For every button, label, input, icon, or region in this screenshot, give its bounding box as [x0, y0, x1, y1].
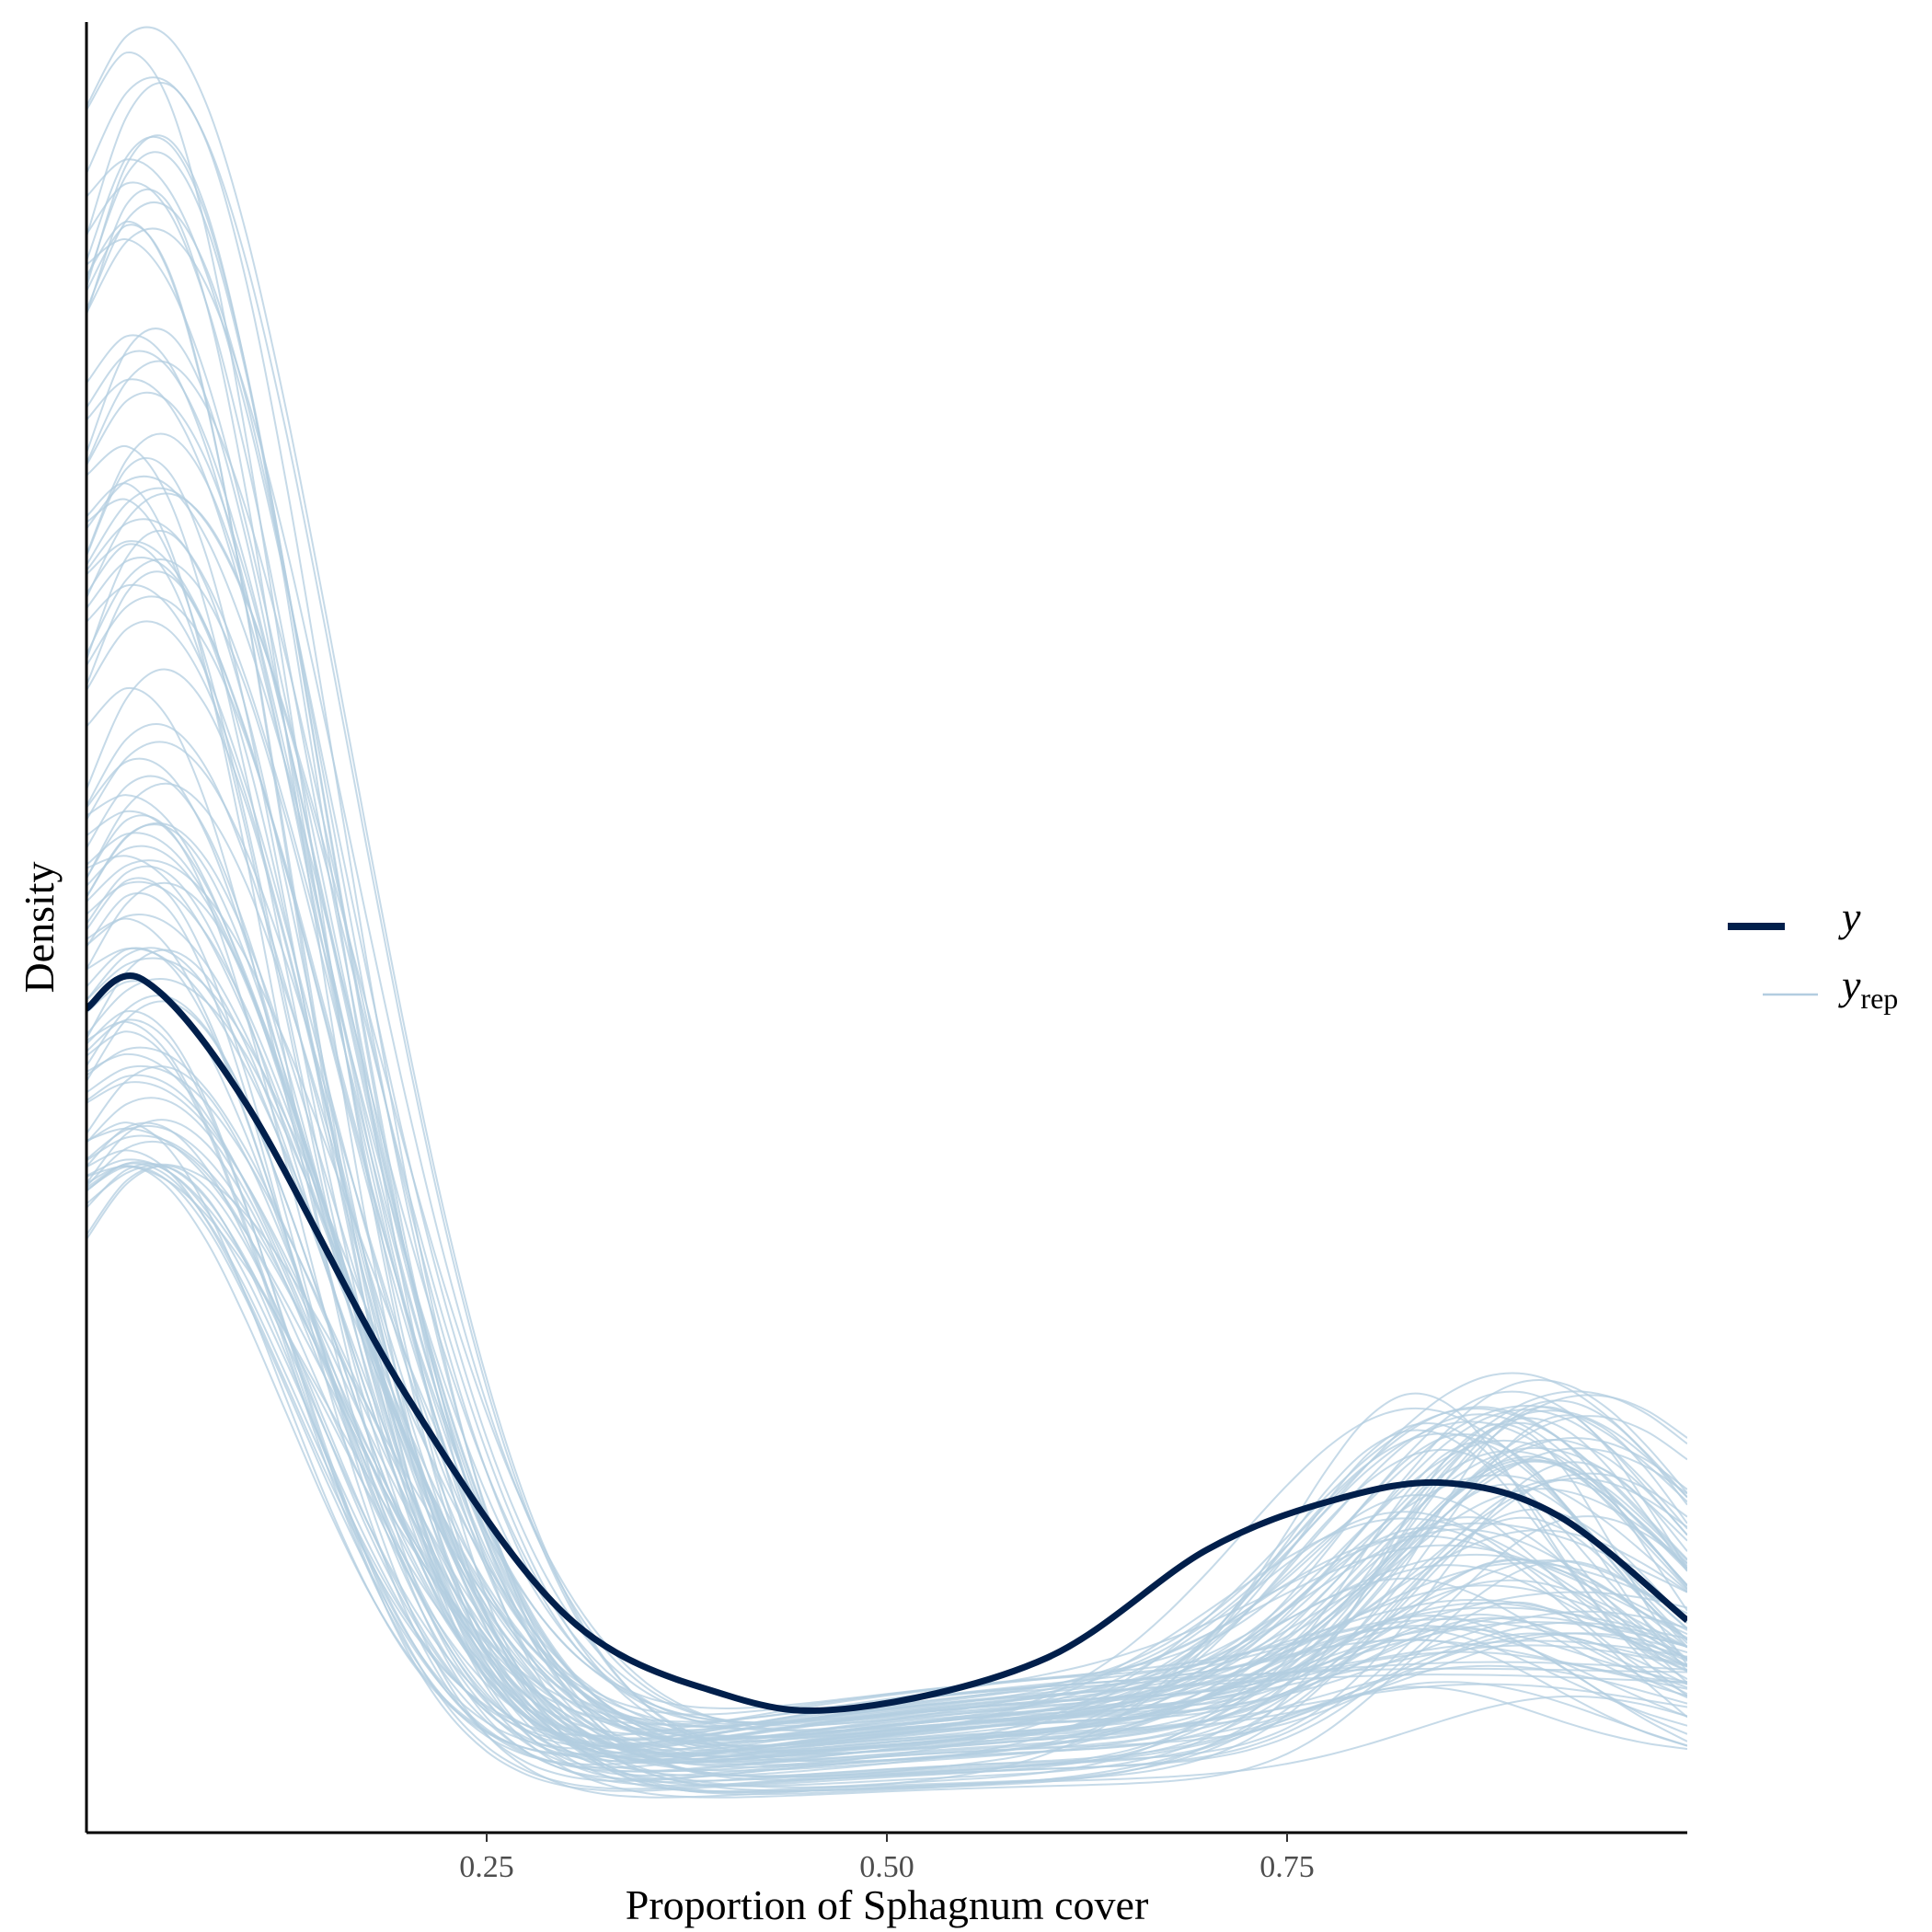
yrep-density-line [86, 391, 1687, 1748]
yrep-density-line [86, 134, 1687, 1794]
legend: y yrep [1728, 893, 1898, 1015]
yrep-density-line [86, 1165, 1687, 1763]
y-axis-title: Density [16, 861, 63, 993]
yrep-density-line [86, 224, 1687, 1773]
yrep-density-line [86, 328, 1687, 1787]
yrep-density-line [86, 1065, 1687, 1742]
yrep-density-line [86, 334, 1687, 1728]
yrep-density-line [86, 859, 1687, 1724]
yrep-density-line [86, 845, 1687, 1753]
yrep-density-line [86, 135, 1687, 1788]
yrep-density-line [86, 949, 1687, 1792]
yrep-density-line [86, 1020, 1687, 1750]
yrep-density-line [86, 957, 1687, 1739]
yrep-density-line [86, 82, 1687, 1777]
yrep-density-line [86, 620, 1687, 1764]
yrep-density-line [86, 595, 1687, 1754]
yrep-density-line [86, 1149, 1687, 1737]
yrep-density-line [86, 378, 1687, 1761]
yrep-density-line [86, 1162, 1687, 1745]
x-axis-ticks: 0.25 0.50 0.75 [459, 1833, 1315, 1884]
y-density-line-layer [86, 972, 1687, 1714]
yrep-density-line [86, 668, 1687, 1755]
yrep-density-line [86, 1165, 1687, 1728]
legend-label-yrep: yrep [1838, 961, 1898, 1015]
yrep-density-line [86, 1162, 1687, 1748]
yrep-density-line [86, 360, 1687, 1726]
legend-label-yrep-subscript: rep [1860, 982, 1898, 1015]
yrep-density-line [86, 570, 1687, 1762]
yrep-density-line [86, 158, 1687, 1725]
yrep-density-line [86, 350, 1687, 1742]
yrep-density-line [86, 814, 1687, 1780]
yrep-density-line [86, 76, 1687, 1754]
x-tick-label: 0.50 [859, 1850, 914, 1884]
yrep-density-line [86, 475, 1687, 1731]
yrep-density-line [86, 201, 1687, 1781]
yrep-density-line [86, 1163, 1687, 1730]
yrep-density-line [86, 529, 1687, 1758]
x-tick-label: 0.75 [1259, 1850, 1315, 1884]
yrep-density-line [86, 1046, 1687, 1768]
x-axis-title: Proportion of Sphagnum cover [626, 1881, 1149, 1928]
yrep-density-line [86, 1097, 1687, 1764]
x-tick-label: 0.25 [459, 1850, 514, 1884]
yrep-density-line [86, 1165, 1687, 1769]
yrep-density-lines [86, 26, 1687, 1799]
yrep-density-line [86, 757, 1687, 1782]
y-density-line [86, 972, 1687, 1714]
yrep-density-line [86, 1119, 1687, 1799]
yrep-density-line [86, 1081, 1687, 1764]
yrep-density-line [86, 498, 1687, 1761]
legend-label-yrep-base: y [1838, 961, 1861, 1008]
legend-label-y: y [1838, 893, 1861, 940]
yrep-density-line [86, 1064, 1687, 1766]
